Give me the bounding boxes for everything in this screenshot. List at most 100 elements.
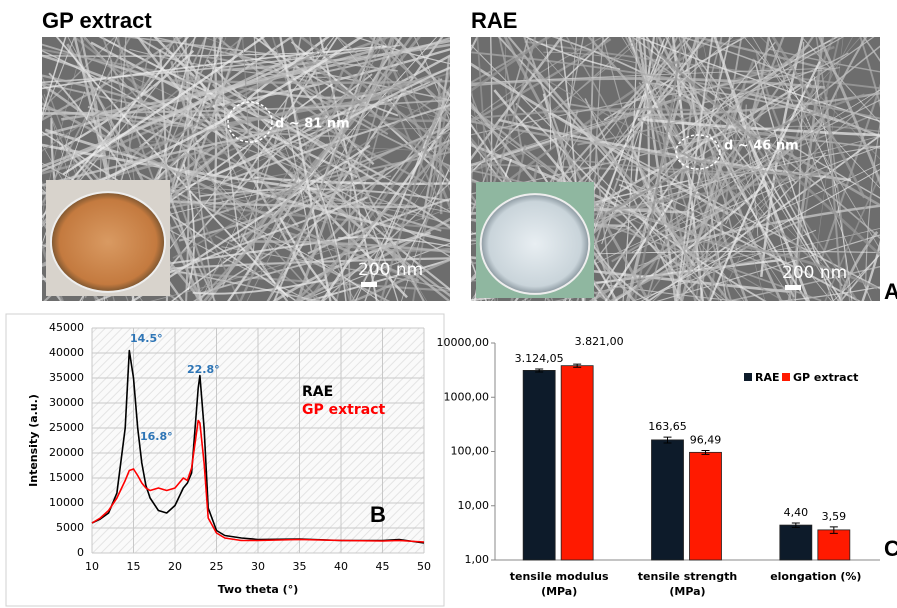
fiber xyxy=(471,37,564,161)
fiber xyxy=(691,96,748,301)
error-bar xyxy=(573,363,582,368)
fiber xyxy=(645,37,723,301)
fiber xyxy=(746,125,880,133)
fiber xyxy=(671,37,704,301)
x-tick-label: 45 xyxy=(376,560,390,573)
y-tick-label: 0 xyxy=(77,546,84,559)
fiber xyxy=(142,141,450,153)
legend-entry: GP extract xyxy=(302,402,385,418)
value-label: 3,59 xyxy=(822,510,847,523)
fiber xyxy=(824,173,880,301)
fiber xyxy=(825,96,843,301)
fiber xyxy=(279,217,338,301)
fiber xyxy=(82,37,322,301)
fiber xyxy=(42,37,75,121)
fiber xyxy=(294,139,450,301)
fiber xyxy=(713,37,810,301)
fiber xyxy=(832,254,880,301)
fiber xyxy=(471,51,880,120)
fiber xyxy=(476,37,496,301)
fiber xyxy=(471,45,835,172)
value-label: 163,65 xyxy=(648,420,687,433)
fibers xyxy=(42,37,450,301)
error-bar xyxy=(663,436,672,444)
fiber xyxy=(679,204,880,246)
fiber xyxy=(633,37,684,301)
fiber xyxy=(280,136,356,301)
fiber xyxy=(171,37,223,194)
fibers xyxy=(471,37,880,301)
fiber xyxy=(627,37,702,200)
fiber xyxy=(699,37,743,301)
fiber xyxy=(322,182,450,301)
fiber xyxy=(115,37,212,287)
fiber xyxy=(248,262,427,285)
fiber xyxy=(246,37,388,301)
fiber xyxy=(331,37,395,225)
x-tick-label: 50 xyxy=(417,560,431,573)
fiber xyxy=(279,37,332,301)
error-bar xyxy=(701,449,710,455)
fiber xyxy=(290,41,450,184)
fiber xyxy=(839,252,880,301)
fiber xyxy=(631,37,697,301)
fiber xyxy=(55,37,289,298)
fiber xyxy=(656,234,880,301)
value-label: 3.821,00 xyxy=(575,335,624,348)
fiber xyxy=(42,82,114,137)
fiber xyxy=(209,116,450,258)
panel-label: A xyxy=(884,279,897,304)
fiber xyxy=(692,37,835,72)
fiber xyxy=(42,56,292,169)
fiber xyxy=(859,37,880,108)
x-tick-label: 35 xyxy=(293,560,307,573)
fiber xyxy=(503,37,651,301)
fiber xyxy=(645,37,783,208)
fiber xyxy=(751,37,880,250)
fiber xyxy=(252,240,450,254)
y-tick-label: 45000 xyxy=(49,321,84,334)
fiber xyxy=(658,52,880,257)
fiber xyxy=(577,97,734,146)
fiber xyxy=(310,37,450,76)
bar xyxy=(560,365,594,561)
fiber xyxy=(717,37,853,301)
fiber xyxy=(749,37,771,120)
fiber xyxy=(183,163,195,291)
fiber xyxy=(229,50,389,136)
fiber xyxy=(197,37,387,296)
fiber xyxy=(167,52,320,87)
fiber xyxy=(701,37,766,301)
fiber xyxy=(678,37,812,86)
fiber xyxy=(471,67,824,84)
fiber xyxy=(273,37,376,301)
fiber xyxy=(812,37,868,143)
fiber xyxy=(207,37,383,301)
fiber xyxy=(522,64,717,171)
fiber xyxy=(62,37,266,176)
fiber xyxy=(532,68,731,301)
fiber xyxy=(576,37,679,301)
fiber xyxy=(471,120,795,178)
scale-label: 200 nm xyxy=(782,263,847,283)
x-tick-label: elongation (%) xyxy=(770,570,861,583)
fiber xyxy=(42,99,450,114)
fiber xyxy=(678,37,739,254)
bar xyxy=(817,529,851,561)
fiber xyxy=(320,119,450,301)
fiber xyxy=(471,180,822,301)
fiber xyxy=(338,236,450,247)
y-tick-label: 100,00 xyxy=(451,445,490,458)
fiber xyxy=(421,56,450,220)
legend-swatch xyxy=(744,373,752,381)
fiber xyxy=(498,37,524,156)
fiber xyxy=(819,83,880,262)
scale-bar xyxy=(785,285,801,290)
fiber xyxy=(656,130,786,142)
x-tick-label: 40 xyxy=(334,560,348,573)
fiber xyxy=(212,119,300,228)
fiber xyxy=(316,183,347,301)
fiber xyxy=(655,37,683,301)
